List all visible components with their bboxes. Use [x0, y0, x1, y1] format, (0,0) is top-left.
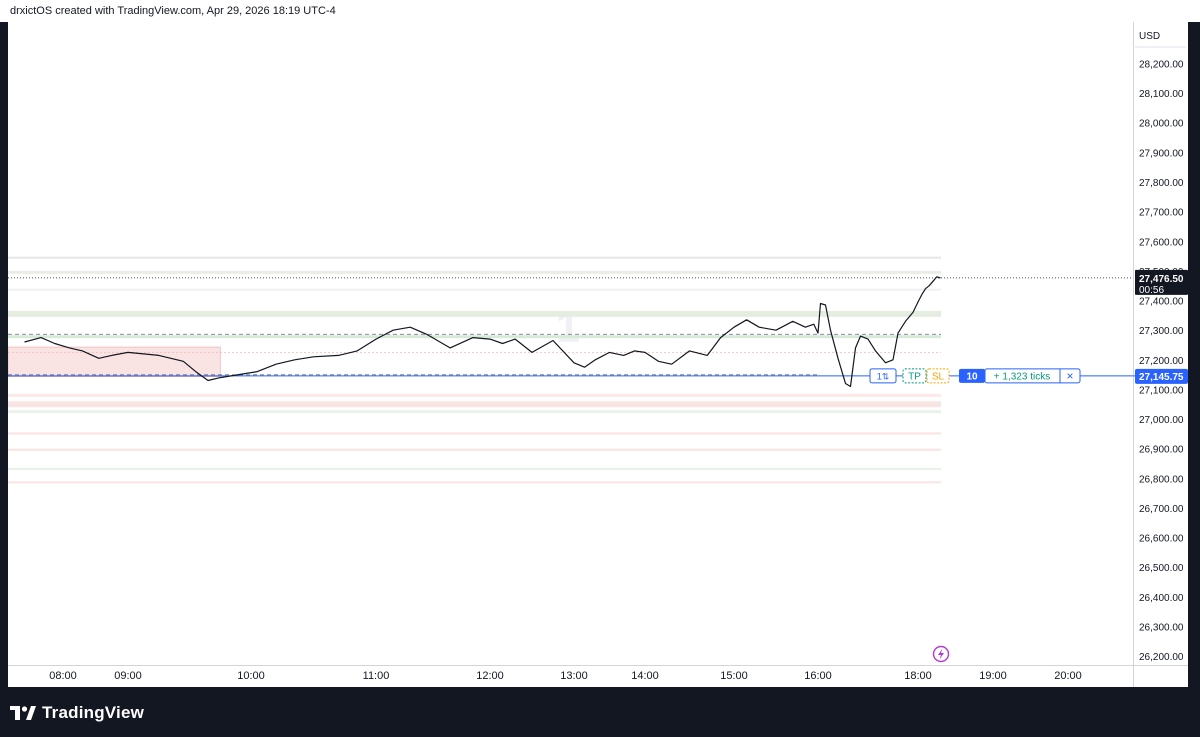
chart-watermark: 1 — [556, 303, 580, 352]
last-price-badge — [1135, 269, 1188, 295]
x-tick-label: 09:00 — [114, 670, 142, 682]
bar-countdown-label: 00:56 — [1139, 285, 1164, 296]
footer-bar — [0, 687, 1200, 737]
order-quantity-badge[interactable] — [959, 368, 985, 383]
tradingview-logo-icon — [10, 706, 36, 720]
y-tick-label: 26,500.00 — [1139, 563, 1184, 574]
y-tick-label: 26,800.00 — [1139, 474, 1184, 485]
price-series-line[interactable] — [24, 276, 941, 388]
x-tick-label: 11:00 — [363, 670, 390, 682]
x-tick-label: 15:00 — [720, 670, 748, 682]
y-tick-label: 26,900.00 — [1139, 445, 1184, 456]
y-tick-label: 27,300.00 — [1139, 326, 1184, 337]
y-tick-label: 27,400.00 — [1139, 297, 1184, 308]
y-tick-label: 27,600.00 — [1139, 237, 1184, 248]
y-tick-label: 26,300.00 — [1139, 622, 1184, 633]
zone-band — [8, 467, 941, 470]
currency-label: USD — [1139, 31, 1160, 42]
order-price-label: 27,145.75 — [1139, 372, 1184, 383]
cancel-order-icon[interactable]: × — [1066, 369, 1073, 383]
order-pl-label: + 1,323 ticks — [994, 371, 1050, 382]
x-tick-label: 16:00 — [804, 670, 832, 682]
y-tick-label: 27,900.00 — [1139, 148, 1184, 159]
x-tick-label: 20:00 — [1054, 670, 1082, 682]
zone-band — [8, 448, 941, 451]
zone-band — [8, 401, 941, 408]
zone-band — [8, 335, 941, 339]
zone-band — [8, 270, 941, 274]
y-tick-label: 26,700.00 — [1139, 504, 1184, 515]
x-tick-label: 19:00 — [979, 670, 1007, 682]
y-tick-label: 27,700.00 — [1139, 208, 1184, 219]
order-quantity-label: 10 — [966, 371, 978, 382]
x-tick-label: 08:00 — [49, 670, 77, 682]
y-tick-label: 26,400.00 — [1139, 593, 1184, 604]
y-tick-label: 27,100.00 — [1139, 385, 1184, 396]
flash-icon[interactable] — [932, 645, 950, 663]
take-profit-label: TP — [908, 371, 921, 382]
x-tick-label: 10:00 — [237, 670, 265, 682]
zone-box — [8, 346, 221, 377]
price-chart[interactable]: 1 USD 26,200.00 26,300.00 26,400.00 26,500.00… — [8, 22, 1188, 687]
zone-band — [8, 288, 941, 291]
reverse-position-button[interactable] — [869, 368, 897, 384]
tradingview-logo: TradingView — [10, 701, 144, 725]
y-tick-label: 28,100.00 — [1139, 89, 1184, 100]
zone-band — [8, 256, 941, 259]
last-price-label: 27,476.50 — [1139, 274, 1184, 285]
order-price-badge[interactable] — [1135, 368, 1188, 384]
x-tick-label: 14:00 — [631, 670, 659, 682]
brand-name: TradingView — [42, 703, 145, 722]
flash-icon-bolt — [938, 648, 944, 660]
take-profit-button[interactable] — [902, 368, 927, 384]
y-tick-label: 26,600.00 — [1139, 534, 1184, 545]
chart-caption: drxictOS created with TradingView.com, A… — [10, 5, 336, 17]
x-tick-label: 18:00 — [904, 670, 932, 682]
y-tick-label: 26,200.00 — [1139, 652, 1184, 663]
chart-panel[interactable]: 1 USD 26,200.00 26,300.00 26,400.00 26,500.00… — [8, 22, 1188, 687]
zone-band — [8, 410, 941, 414]
y-tick-label: 28,000.00 — [1139, 119, 1184, 130]
reverse-position-label: 1⇅ — [877, 371, 890, 381]
caption-bar: drxictOS created with TradingView.com, A… — [0, 0, 1200, 22]
y-tick-label: 27,000.00 — [1139, 415, 1184, 426]
x-tick-label: 13:00 — [560, 670, 588, 682]
zone-band — [8, 393, 941, 397]
zone-band — [8, 310, 941, 317]
order-pl-box[interactable] — [984, 368, 1081, 384]
stop-loss-label: SL — [932, 371, 945, 382]
zone-band — [8, 481, 941, 484]
y-tick-label: 27,200.00 — [1139, 356, 1184, 367]
x-tick-label: 12:00 — [476, 670, 504, 682]
zone-band — [8, 432, 941, 435]
stop-loss-button[interactable] — [926, 368, 950, 384]
y-tick-label: 28,200.00 — [1139, 59, 1184, 70]
y-tick-label: 27,800.00 — [1139, 178, 1184, 189]
